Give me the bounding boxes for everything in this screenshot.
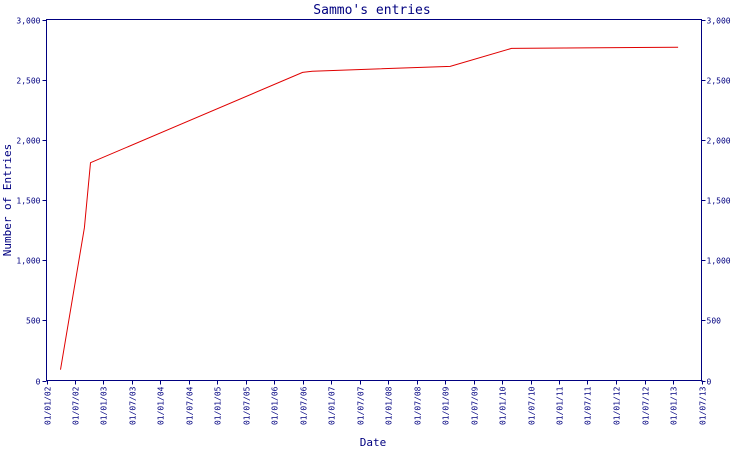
x-tick-label: 01/01/09 (442, 386, 451, 425)
y-tick-label-right: 3,000 (707, 17, 731, 26)
x-tick-label: 01/07/02 (72, 386, 81, 425)
x-axis: 01/01/02 01/07/02 01/01/03 01/07/03 01/01/04… (44, 380, 708, 425)
plot-frame (46, 19, 702, 381)
x-tick-label: 01/07/09 (471, 386, 480, 425)
x-tick-label: 01/01/07 (328, 386, 337, 425)
x-tick-label: 01/07/11 (584, 386, 593, 425)
y-tick-label-left: 1,000 (16, 257, 40, 266)
y-axis-left: 0 500 1,000 1,500 2,000 2,500 3,000 (16, 17, 47, 387)
y-tick-label-left: 2,000 (16, 137, 40, 146)
x-tick-label: 01/01/13 (670, 386, 679, 425)
x-tick-label: 01/07/05 (243, 386, 252, 425)
y-axis-right: 0 500 1,000 1,500 2,000 2,500 3,000 (701, 17, 731, 387)
x-tick-label: 01/07/10 (528, 386, 537, 425)
chart-title: Sammo's entries (313, 3, 430, 18)
x-axis-label: Date (360, 436, 387, 449)
x-tick-label: 01/01/03 (100, 386, 109, 425)
y-tick-label-left: 2,500 (16, 77, 40, 86)
x-tick-label: 01/07/06 (300, 386, 309, 425)
x-tick-label: 01/01/12 (613, 386, 622, 425)
x-tick-label: 01/07/13 (699, 386, 708, 425)
y-tick-label-left: 3,000 (16, 17, 40, 26)
y-tick-label-right: 1,000 (707, 257, 731, 266)
x-tick-label: 01/01/08 (385, 386, 394, 425)
x-tick-label: 01/01/06 (271, 386, 280, 425)
series-line (60, 46, 679, 370)
x-tick-label: 01/01/02 (44, 386, 53, 425)
x-tick-label: 01/01/05 (214, 386, 223, 425)
x-tick-label: 01/07/08 (414, 386, 423, 425)
series-layer (60, 46, 679, 370)
x-tick-label: 01/07/04 (186, 386, 195, 425)
x-tick-label: 01/01/04 (157, 386, 166, 425)
x-tick-label: 01/07/12 (642, 386, 651, 425)
y-tick-label-right: 2,500 (707, 77, 731, 86)
y-tick-label-left: 500 (26, 317, 41, 326)
x-tick-label: 01/07/07 (357, 386, 366, 425)
y-tick-label-right: 2,000 (707, 137, 731, 146)
y-tick-label-right: 1,500 (707, 197, 731, 206)
y-tick-label-right: 0 (707, 378, 712, 387)
x-tick-label: 01/01/11 (556, 386, 565, 425)
y-tick-label-left: 1,500 (16, 197, 40, 206)
x-tick-label: 01/07/03 (129, 386, 138, 425)
x-tick-label: 01/01/10 (499, 386, 508, 425)
y-tick-label-left: 0 (36, 378, 41, 387)
y-axis-label: Number of Entries (1, 144, 14, 257)
y-tick-label-right: 500 (707, 317, 722, 326)
